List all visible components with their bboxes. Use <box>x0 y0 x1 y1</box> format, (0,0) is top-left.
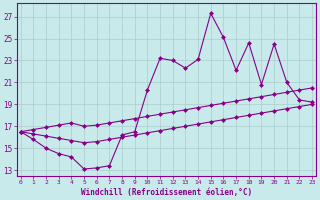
X-axis label: Windchill (Refroidissement éolien,°C): Windchill (Refroidissement éolien,°C) <box>81 188 252 197</box>
